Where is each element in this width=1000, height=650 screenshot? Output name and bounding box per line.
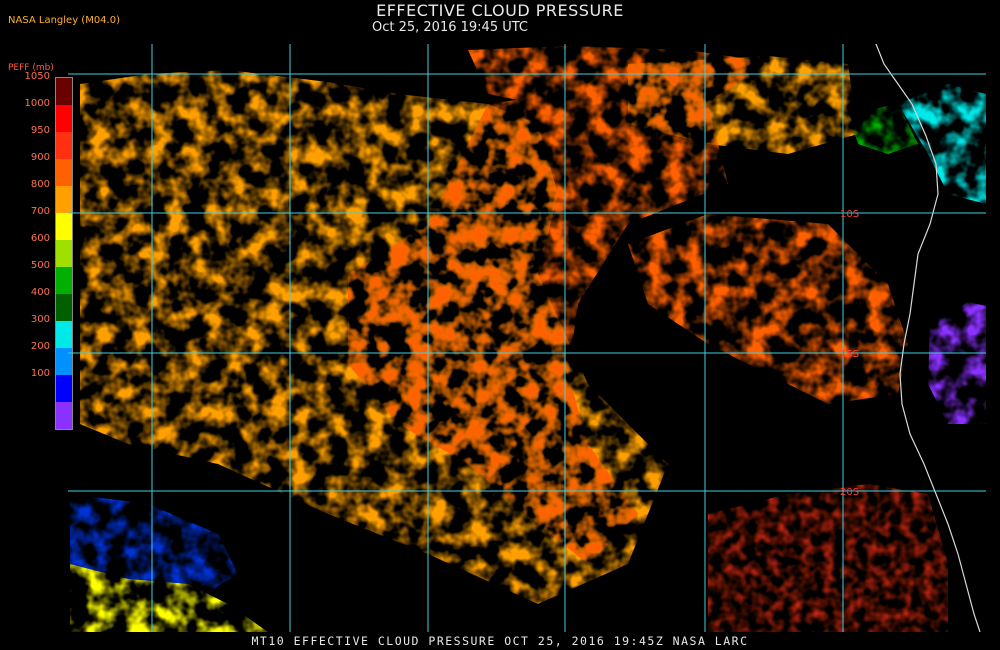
legend-label: 1000 (24, 98, 50, 109)
lat-lon-grid (68, 44, 986, 632)
longitude-label: 0 (555, 44, 561, 46)
cloud-mass-north (468, 46, 768, 114)
legend-swatch (56, 78, 72, 105)
legend-swatch (56, 267, 72, 294)
legend-label: 700 (30, 206, 50, 217)
legend-label: 100 (30, 368, 50, 379)
latitude-label: 20S (840, 487, 859, 498)
legend-label: 300 (30, 314, 50, 325)
credit-label: NASA Langley (M04.0) (8, 15, 120, 26)
legend-label: 200 (30, 341, 50, 352)
cloud-field-high (70, 84, 986, 632)
longitude-label: 15W (142, 44, 165, 46)
legend-swatch (56, 213, 72, 240)
legend-swatch (56, 294, 72, 321)
latitude-label: 15S (840, 349, 859, 360)
legend-swatch (56, 240, 72, 267)
satellite-map: 15W 10W 5W 0 5E 10E 10S 15S 20S (68, 44, 986, 632)
africa-coastline (875, 44, 981, 632)
cloud-field-mid-low (348, 46, 908, 564)
legend-swatch (56, 402, 72, 429)
legend-swatch (56, 321, 72, 348)
legend-swatch (56, 159, 72, 186)
cloud-mass-central (348, 84, 728, 564)
legend-label: 400 (30, 287, 50, 298)
legend-label: 900 (30, 152, 50, 163)
convective-core (928, 302, 986, 424)
longitude-label: 10W (280, 44, 303, 46)
longitude-label: 5E (695, 44, 708, 46)
legend-label: 600 (30, 233, 50, 244)
image-timestamp: Oct 25, 2016 19:45 UTC (372, 20, 528, 35)
legend-swatch (56, 186, 72, 213)
cloud-field-lowest (708, 484, 948, 632)
cloud-mass-east (628, 214, 908, 404)
legend-label: 1050 (24, 71, 50, 82)
cloud-mass-southeast (708, 484, 948, 632)
legend-swatch (56, 105, 72, 132)
longitude-label: 10E (833, 44, 852, 46)
legend-label: 500 (30, 260, 50, 271)
footer-caption: MT10 EFFECTIVE CLOUD PRESSURE OCT 25, 20… (251, 634, 749, 648)
legend-swatch (56, 375, 72, 402)
legend-swatch (56, 348, 72, 375)
mid-cloud-southwest (70, 564, 268, 632)
legend-title: PEFF (mb) (8, 63, 54, 73)
high-cloud-coast (898, 84, 986, 204)
color-legend (55, 77, 73, 430)
latitude-labels: 10S 15S 20S (840, 209, 859, 498)
legend-label: 950 (30, 125, 50, 136)
latitude-label: 10S (840, 209, 859, 220)
green-cells (848, 104, 918, 154)
legend-label: 800 (30, 179, 50, 190)
image-title: EFFECTIVE CLOUD PRESSURE (376, 1, 624, 20)
longitude-labels: 15W 10W 5W 0 5E 10E (142, 44, 852, 46)
longitude-label: 5W (418, 44, 434, 46)
legend-swatch (56, 132, 72, 159)
